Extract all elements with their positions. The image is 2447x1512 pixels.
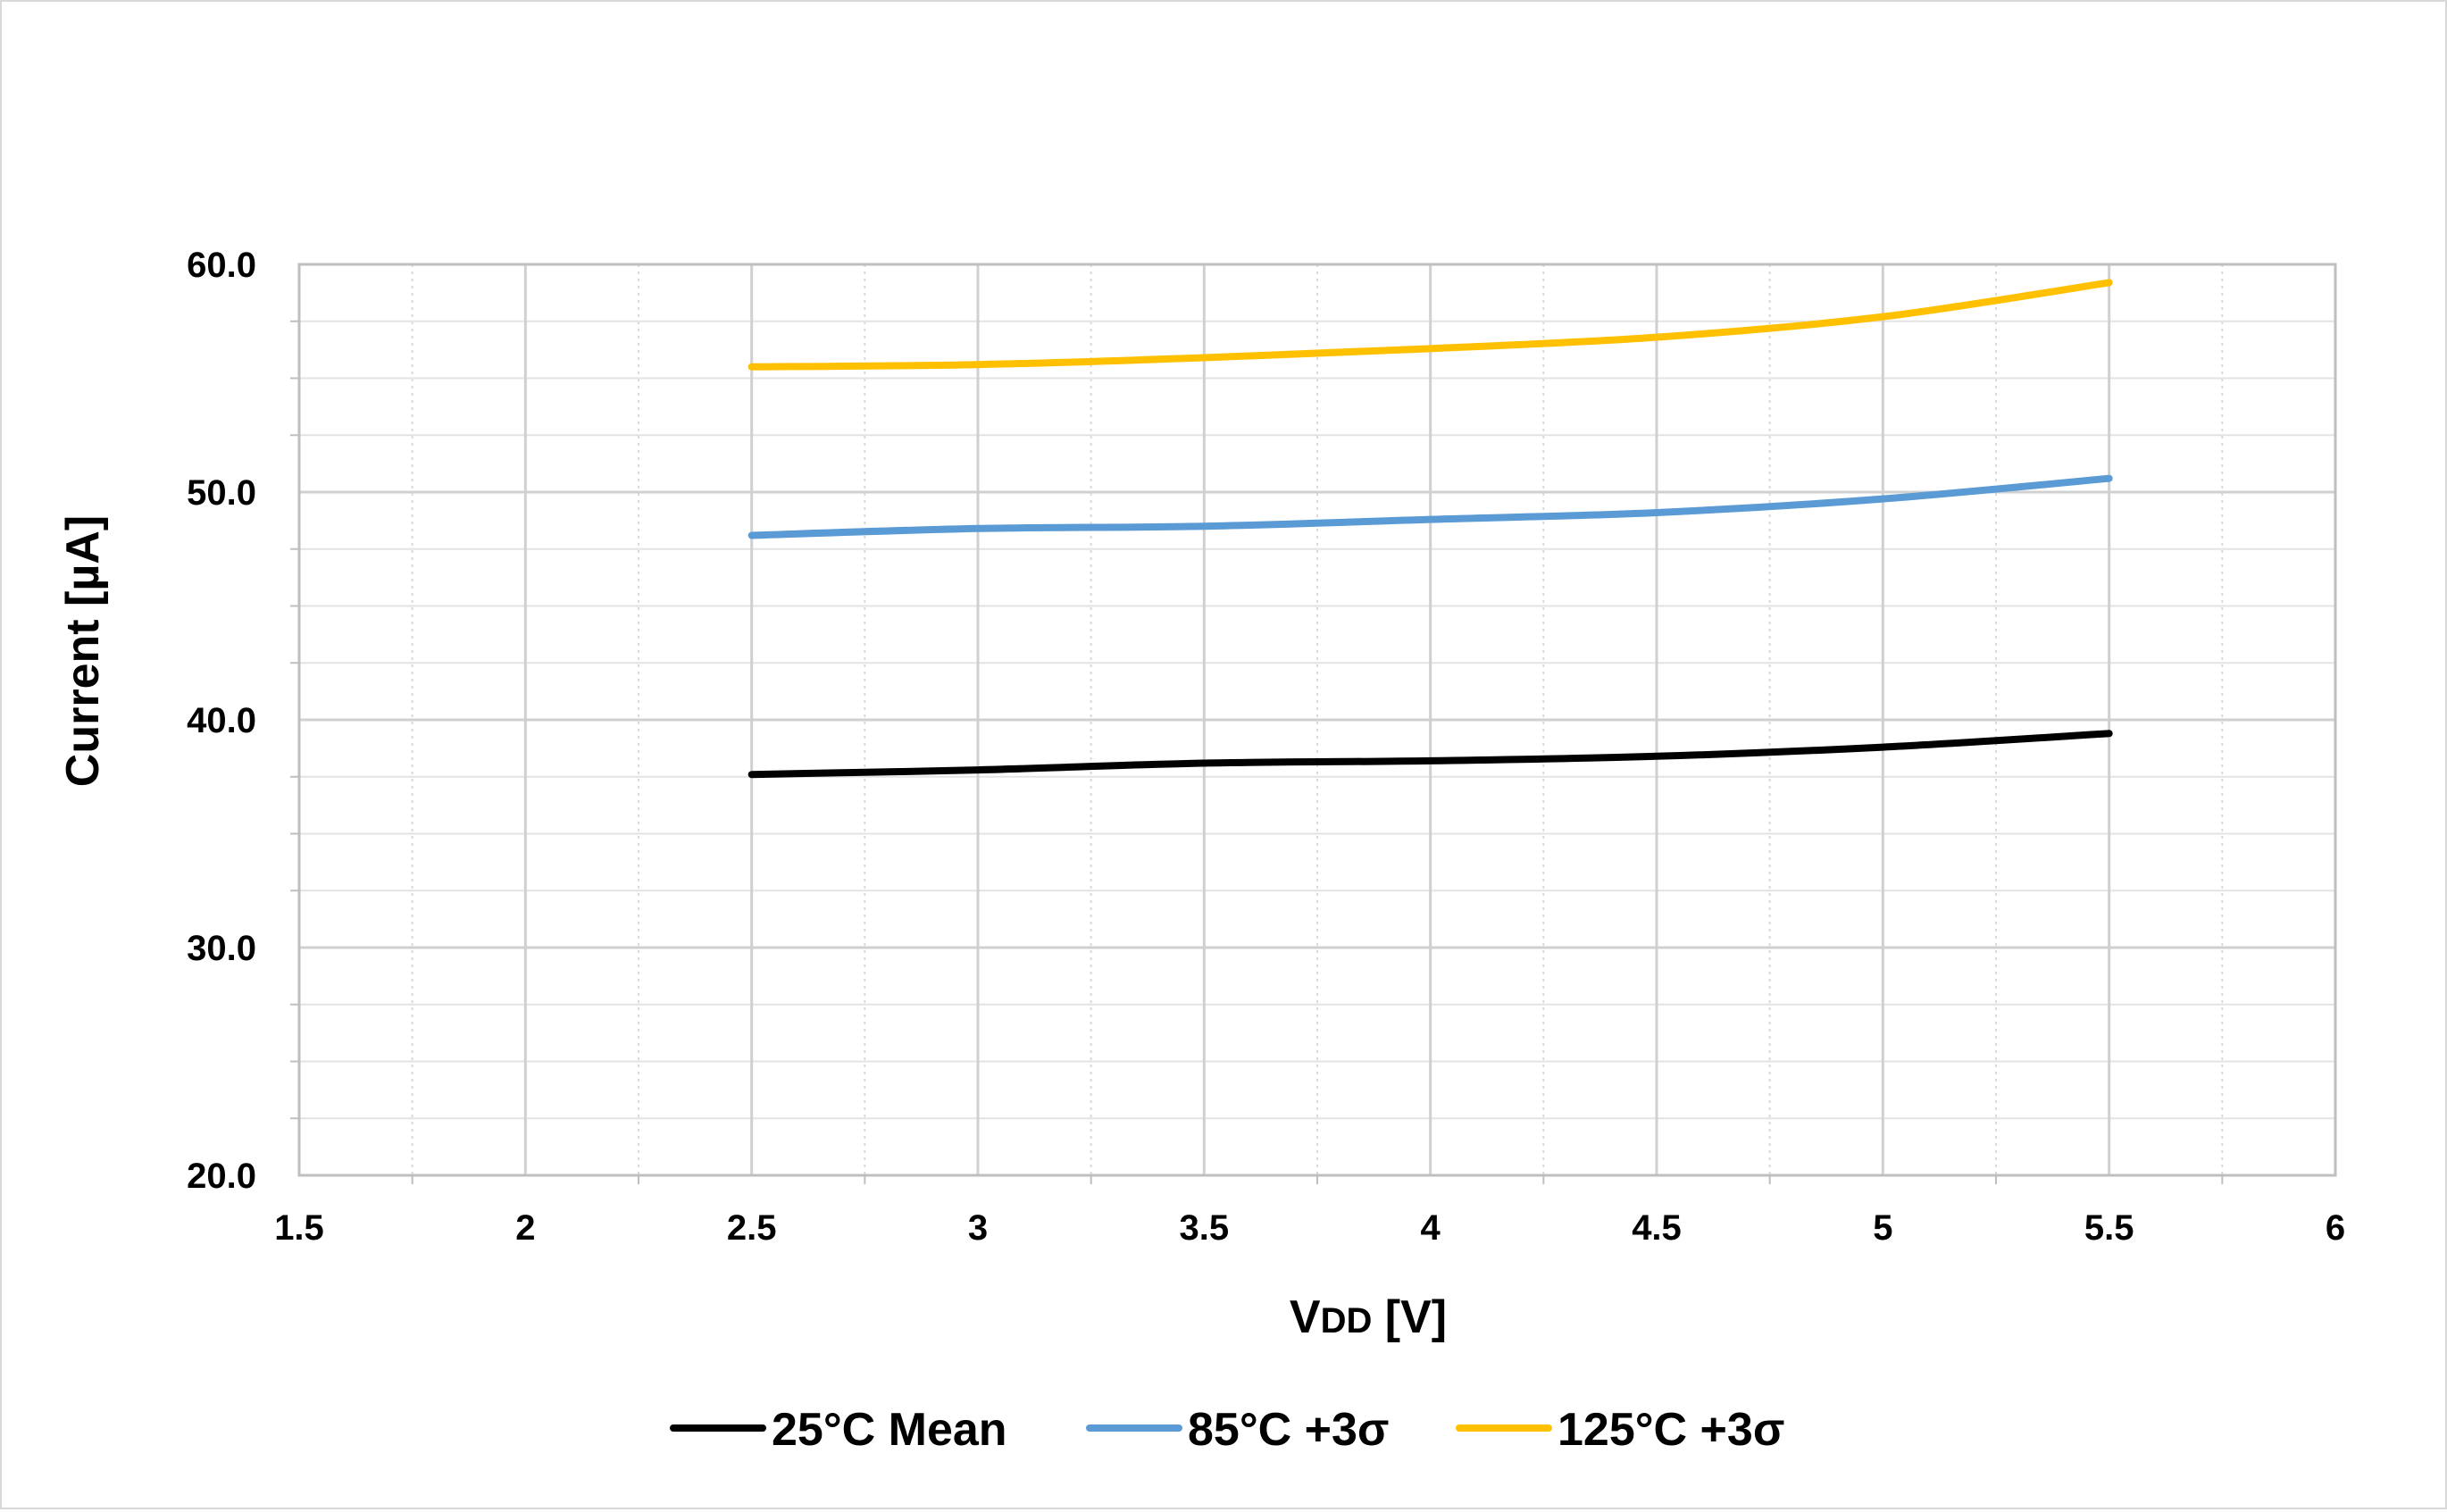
x-tick-label: 2.5: [727, 1208, 777, 1248]
series-layer: [747, 279, 2113, 779]
x-tick-label: 1.5: [274, 1208, 324, 1248]
y-tick-label: 20.0: [187, 1157, 256, 1196]
x-tick-label: 2: [515, 1208, 535, 1248]
y-tick-labels: 20.0 30.0 40.0 50.0 60.0: [187, 246, 256, 1196]
y-tick-label: 30.0: [187, 929, 256, 968]
x-axis-title-unit: [V]: [1372, 1291, 1447, 1343]
legend: 25°C Mean 85°C +3σ 125°C +3σ: [670, 1404, 1784, 1456]
y-tick-label: 40.0: [187, 701, 256, 740]
x-tick-label: 5: [1873, 1208, 1892, 1248]
series-line-3: [747, 279, 2113, 371]
x-tick-label: 3.5: [1180, 1208, 1230, 1248]
y-tick-label: 50.0: [187, 473, 256, 513]
x-axis-title-subscript: DD: [1321, 1301, 1373, 1341]
series-line-1: [747, 730, 2113, 779]
legend-label-2: 85°C +3σ: [1188, 1404, 1390, 1456]
legend-label-3: 125°C +3σ: [1558, 1404, 1784, 1456]
x-tick-label: 6: [2326, 1208, 2345, 1248]
x-tick-label: 4: [1421, 1208, 1441, 1248]
y-axis-title: Current [µA]: [57, 515, 109, 787]
x-axis-title: VDD [V]: [1290, 1291, 1447, 1343]
x-tick-label: 4.5: [1632, 1208, 1682, 1248]
y-tick-label: 60.0: [187, 246, 256, 285]
y-minor-ticks: [290, 320, 299, 1120]
legend-label-1: 25°C Mean: [772, 1404, 1007, 1456]
x-tick-labels: 1.5 2 2.5 3 3.5 4 4.5 5 5.5 6: [274, 1208, 2345, 1248]
x-axis-title-main: V: [1290, 1291, 1321, 1343]
minor-grid: [299, 264, 2335, 1175]
x-tick-label: 3: [968, 1208, 988, 1248]
x-tick-label: 5.5: [2084, 1208, 2134, 1248]
series-line-2: [747, 474, 2113, 539]
x-minor-ticks: [411, 1175, 2224, 1184]
